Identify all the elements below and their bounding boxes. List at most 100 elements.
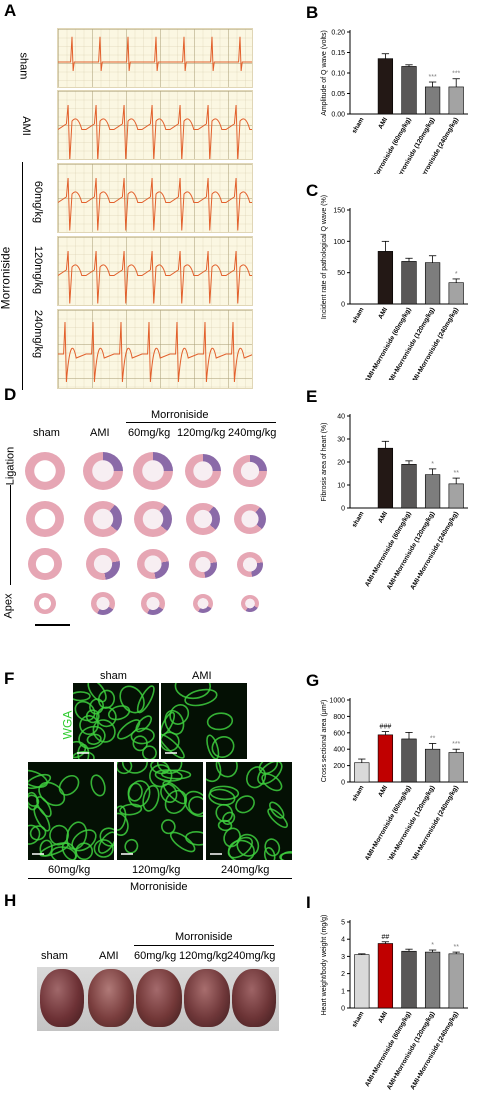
significance-mark: ** [453,944,459,951]
cell-membrane [161,711,176,736]
bar [448,953,464,1009]
bar [377,734,394,783]
y-tick-label: 0.00 [331,112,345,119]
significance-mark: ** [453,470,459,477]
he-section [193,594,213,613]
x-tick-label: sham [351,1010,366,1028]
y-tick-label: 2 [341,971,345,978]
column-label: sham [33,427,60,439]
y-axis-label: Fibrosis area of heart (%) [321,423,328,502]
cell-membrane [183,790,203,817]
he-section [234,504,266,535]
ligation-apex-line [10,485,11,585]
bar [401,261,417,305]
ecg-trace-panel [57,163,253,233]
cell-membrane [58,774,80,796]
bar [401,950,417,1009]
he-section [34,593,56,614]
heart-label: AMI [99,950,119,962]
y-tick-label: 150 [333,208,345,215]
bar [448,282,464,305]
significance-mark: *** [452,71,460,78]
y-tick-label: 100 [333,239,345,246]
bar [354,954,370,1009]
he-section [25,452,65,490]
cell-membrane [264,838,281,857]
ecg-waveform [58,177,252,231]
he-section [186,503,220,536]
x-tick-label: AMI+Morroniside (240mg/kg) [409,785,460,861]
cell-membrane [71,829,97,852]
x-tick-label: AMI+Morroniside (60mg/kg) [364,1011,413,1088]
panel-letter-h: H [4,891,17,910]
x-tick-label: AMI+Morroniside (120mg/kg) [386,511,437,592]
ecg-trace [58,250,252,304]
cell-membrane [174,683,211,700]
y-axis-label: Incident rate of pathological Q wave (%) [321,195,328,319]
he-section [141,592,165,615]
column-label: 240mg/kg [228,427,277,439]
x-tick-label: sham [351,116,366,134]
ecg-trace [58,177,252,231]
cell-membrane [117,762,133,775]
heart-specimen [136,969,182,1027]
x-tick-label: AMI+Morroniside (60mg/kg) [364,511,413,588]
y-tick-label: 0 [341,302,345,309]
y-tick-label: 1000 [329,698,345,705]
cell-membrane [261,773,283,792]
cell-membrane [99,827,114,847]
cell-membrane [222,811,236,826]
cell-membrane [119,685,145,714]
cell-membrane [117,805,127,831]
cell-membrane [206,734,220,759]
bar [448,483,464,509]
cell-membrane [235,795,255,814]
cell-membrane [36,796,52,818]
y-tick-label: 200 [333,763,345,770]
x-tick-label: AMI [377,306,389,320]
cell-membrane [223,827,241,848]
y-tick-label: 40 [337,414,345,421]
cell-membrane [132,735,148,752]
cell-membrane [164,709,185,735]
cell-membrane [130,727,155,745]
cell-membrane [73,750,95,759]
he-section [86,548,120,581]
significance-mark: ## [382,934,390,941]
cell-membrane [89,698,104,715]
cell-membrane [169,831,196,853]
cell-membrane [257,762,283,785]
heart-specimen [88,969,134,1027]
he-section [91,592,115,615]
ecg-trace [58,36,252,72]
bar [354,762,370,783]
y-tick-label: 800 [333,714,345,721]
wga-image-art [161,683,235,759]
bar-chart-e: E 0 10 20 30 40 Fibrosis area of heart (%) sham… [306,387,468,592]
y-tick-label: 400 [333,747,345,754]
significance-mark: * [431,461,434,468]
y-tick-label: 0.10 [331,71,345,78]
he-section-grid [0,0,300,640]
ecg-trace [58,321,252,383]
bar [377,943,394,1009]
cell-membrane [97,689,116,709]
bar [424,748,441,783]
wga-label: sham [100,670,127,682]
y-tick-label: 30 [337,437,345,444]
cell-membrane [79,715,99,735]
x-tick-label: sham [351,306,366,324]
panel-letter: G [306,671,319,690]
ecg-waveform [58,250,252,304]
wga-label: 60mg/kg [48,864,91,876]
cell-membrane [206,762,222,783]
bar [424,474,441,509]
wga-image [28,762,114,860]
cell-membrane [160,783,178,804]
cell-membrane [78,725,106,750]
cell-membrane [169,704,190,725]
cell-membrane [90,774,106,797]
significance-mark: ** [430,735,436,742]
cell-membrane [269,801,285,819]
cell-membrane [86,733,102,745]
